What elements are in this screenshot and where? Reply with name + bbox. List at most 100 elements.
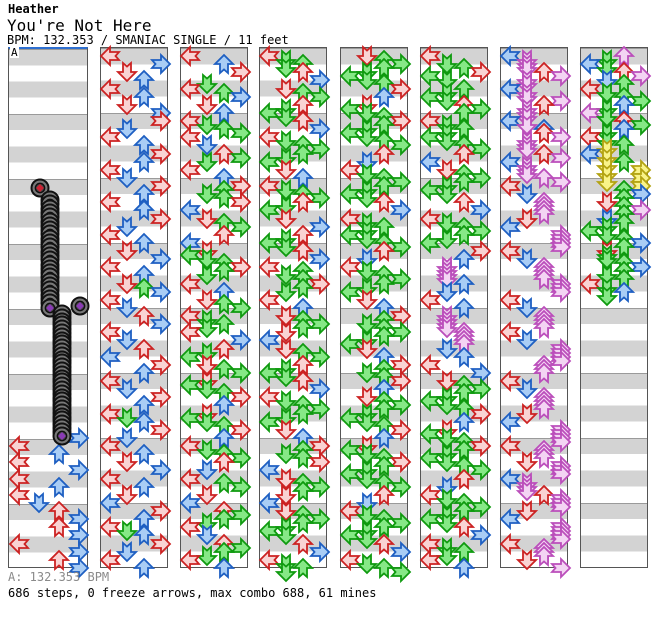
- note-arrow-down: [435, 317, 458, 339]
- note-arrow-down: [115, 296, 138, 319]
- note-arrow-up: [532, 362, 555, 384]
- note-arrow-up: [47, 549, 71, 571]
- note-arrow-left: [579, 219, 601, 242]
- note-arrow-left: [258, 459, 280, 482]
- note-arrow-right: [308, 377, 330, 401]
- note-arrow-up: [372, 114, 395, 137]
- note-arrow-down: [355, 386, 378, 408]
- note-arrow-left: [258, 199, 280, 222]
- note-arrow-right: [469, 219, 491, 242]
- note-arrow-down: [195, 353, 218, 376]
- note-arrow-up: [452, 118, 475, 141]
- note-arrow-left: [339, 223, 361, 246]
- note-arrow-up: [212, 313, 235, 336]
- note-arrow-right: [549, 126, 571, 149]
- note-arrow-left: [258, 386, 280, 409]
- note-arrow-right: [389, 321, 411, 344]
- note-arrow-right: [469, 138, 491, 161]
- note-arrow-up: [291, 143, 314, 165]
- note-arrow-right: [469, 459, 491, 482]
- note-arrow-right: [229, 418, 251, 441]
- note-arrow-down: [515, 183, 538, 205]
- note-arrow-right: [389, 77, 411, 100]
- note-arrow-up: [452, 273, 475, 295]
- note-arrow-down: [195, 183, 218, 205]
- note-arrow-down: [435, 337, 458, 359]
- note-arrow-left: [99, 369, 121, 393]
- note-arrow-left: [99, 402, 121, 425]
- note-arrow-down: [355, 187, 378, 209]
- note-arrow-right: [308, 345, 330, 368]
- note-arrow-left: [579, 272, 601, 295]
- note-arrow-down: [115, 483, 138, 506]
- note-arrow-right: [308, 215, 330, 238]
- note-arrow-up: [372, 484, 395, 506]
- note-arrow-up: [452, 224, 475, 246]
- note-arrow-right: [229, 536, 251, 559]
- note-arrow-up: [132, 395, 155, 417]
- note-arrow-right: [308, 272, 330, 295]
- note-arrow-down: [274, 305, 297, 327]
- mine-icon: [52, 426, 72, 446]
- note-arrow-down: [195, 288, 218, 311]
- note-arrow-down: [195, 248, 218, 270]
- note-arrow-left: [419, 447, 441, 470]
- note-arrow-left: [179, 434, 201, 458]
- note-arrow-up: [212, 102, 235, 124]
- note-arrow-down: [195, 439, 218, 461]
- note-arrow-down: [115, 378, 138, 400]
- note-arrow-right: [389, 394, 411, 417]
- note-arrow-left: [258, 491, 280, 515]
- note-arrow-left: [179, 158, 201, 181]
- chart-info: BPM: 132.353 / SMANIAC SINGLE / 11 feet: [7, 33, 289, 47]
- note-arrow-down: [115, 240, 138, 262]
- note-arrow-up: [212, 261, 235, 283]
- note-arrow-left: [258, 256, 280, 279]
- note-arrow-right: [469, 495, 491, 519]
- note-arrow-right: [229, 85, 251, 108]
- note-arrow-down: [195, 114, 218, 136]
- note-arrow-right: [469, 434, 491, 458]
- note-arrow-up: [47, 476, 71, 498]
- note-arrow-right: [469, 166, 491, 190]
- note-arrow-right: [629, 256, 651, 279]
- note-arrow-left: [499, 109, 521, 133]
- note-arrow-left: [258, 288, 280, 311]
- note-arrow-up: [372, 240, 395, 262]
- note-arrow-down: [595, 248, 618, 270]
- note-arrow-down: [355, 504, 378, 526]
- note-arrow-up: [532, 122, 555, 145]
- note-arrow-right: [308, 247, 330, 271]
- note-arrow-left: [99, 191, 121, 214]
- note-arrow-up: [452, 557, 475, 579]
- note-arrow-right: [469, 239, 491, 263]
- note-arrow-right: [389, 369, 411, 393]
- note-arrow-left: [419, 422, 441, 445]
- note-arrow-left: [419, 126, 441, 149]
- note-arrow-right: [229, 503, 251, 527]
- note-arrow-down: [274, 483, 297, 506]
- note-arrow-right: [549, 280, 571, 303]
- note-arrow-right: [308, 398, 330, 421]
- note-arrow-left: [258, 548, 280, 571]
- note-arrow-down: [274, 77, 297, 99]
- note-arrow-down: [355, 552, 378, 575]
- note-arrow-right: [389, 52, 411, 76]
- note-arrow-down: [195, 410, 218, 432]
- note-arrow-left: [339, 182, 361, 206]
- note-arrow-left: [179, 199, 201, 222]
- note-arrow-up: [291, 512, 314, 535]
- note-arrow-up: [212, 427, 235, 449]
- note-arrow-right: [308, 475, 330, 498]
- note-arrow-up: [291, 354, 314, 376]
- artist-name: Heather: [8, 2, 59, 16]
- note-arrow-right: [389, 540, 411, 563]
- note-arrow-right: [549, 146, 571, 169]
- note-arrow-up: [132, 525, 155, 547]
- note-arrow-down: [435, 53, 458, 75]
- note-arrow-right: [629, 65, 651, 88]
- note-arrow-up: [291, 224, 314, 246]
- note-arrow-left: [579, 77, 601, 100]
- note-arrow-down: [355, 410, 378, 432]
